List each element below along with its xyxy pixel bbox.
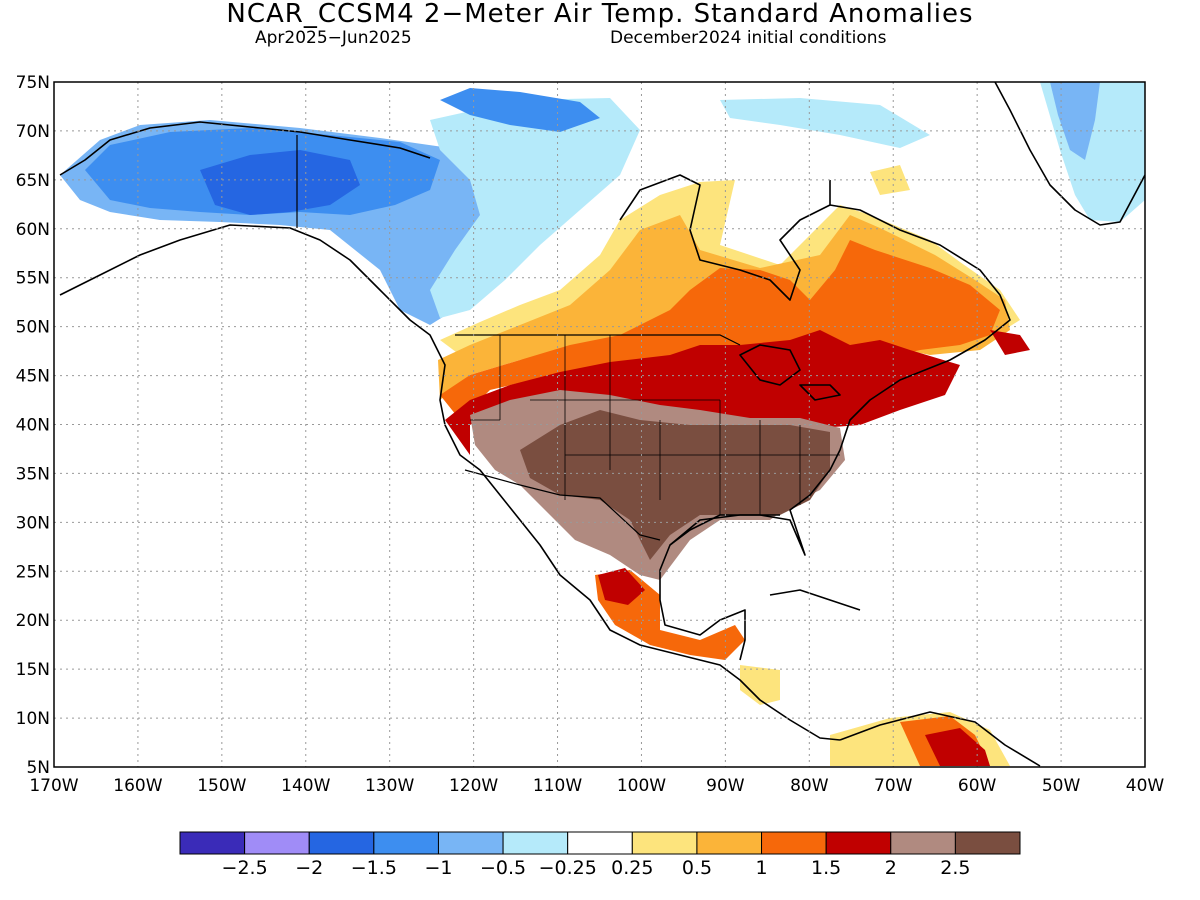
cold-region-arctic [440, 88, 600, 132]
greenland-coast [994, 82, 1145, 226]
lat-tick-label: 45N [16, 367, 50, 387]
colorbar-label: 1 [755, 857, 767, 879]
warm-region-dark-orange [440, 240, 1000, 420]
warm-region-red-2 [990, 330, 1030, 355]
lon-tick-label: 140W [281, 776, 330, 796]
south-america-red [925, 728, 990, 766]
lon-tick-label: 110W [533, 776, 582, 796]
anomaly-region-dark-brown [520, 410, 830, 560]
lon-tick-label: 50W [1042, 776, 1081, 796]
colorbar-swatch [890, 831, 956, 855]
colorbar-swatch [567, 831, 633, 855]
lon-tick-label: 60W [958, 776, 997, 796]
lon-tick-label: 90W [706, 776, 745, 796]
colorbar-swatch [179, 831, 246, 855]
colorbar-swatch [308, 831, 375, 855]
east-coast [659, 204, 1011, 661]
lat-tick-label: 35N [16, 464, 50, 484]
hudson-bay [619, 174, 831, 301]
lat-tick-label: 65N [16, 171, 50, 191]
warm-region-red [445, 330, 960, 455]
colorbar-swatch [696, 831, 763, 855]
us-canada-border [455, 334, 741, 346]
longitude-labels: 170W 160W 150W 140W 130W 120W 110W 100W 90W 80W 70… [29, 776, 1164, 796]
north-america-west-coast [59, 224, 841, 741]
lat-tick-label: 30N [16, 513, 50, 533]
cold-region-pale-2 [720, 98, 930, 148]
lat-tick-label: 75N [16, 73, 50, 93]
lat-tick-label: 50N [16, 318, 50, 338]
lat-tick-label: 25N [16, 562, 50, 582]
colorbar-label: 0.25 [611, 857, 653, 879]
colorbar-label: 2.5 [940, 857, 970, 879]
colorbar-label: −2.5 [222, 857, 268, 879]
colorbar-label: −1 [424, 857, 452, 879]
us-mexico-border [464, 469, 661, 541]
lon-tick-label: 130W [365, 776, 414, 796]
greenland-cold [1050, 82, 1100, 160]
colorbar-swatch [502, 831, 569, 855]
coastlines [59, 82, 1145, 767]
colorbar-label: −0.25 [539, 857, 597, 879]
south-america-coast [839, 711, 1041, 767]
initial-conditions: December2024 initial conditions [610, 28, 887, 48]
cuba [769, 589, 861, 611]
colorbar-label: 0.5 [682, 857, 712, 879]
political-borders [296, 135, 840, 541]
colorbar-legend: −2.5 −2 −1.5 −1 −0.5 −0.25 0.25 0.5 1 1.5 2 2.5 [179, 831, 1021, 879]
colorbar-swatch [244, 831, 310, 855]
lon-tick-label: 40W [1126, 776, 1165, 796]
lon-tick-label: 70W [874, 776, 913, 796]
lat-tick-label: 55N [16, 269, 50, 289]
cold-region-pale [430, 98, 640, 318]
colorbar-label: 2 [885, 857, 897, 879]
map-frame [53, 81, 1146, 768]
lat-tick-label: 15N [16, 660, 50, 680]
map-title: NCAR_CCSM4 2−Meter Air Temp. Standard An… [226, 0, 974, 29]
colorbar-swatch [761, 831, 827, 855]
mexico-red [598, 568, 645, 605]
lon-tick-label: 100W [617, 776, 666, 796]
colorbar-swatch [437, 831, 504, 855]
lon-tick-label: 150W [197, 776, 246, 796]
cold-region-dark [200, 150, 360, 215]
lat-tick-label: 20N [16, 611, 50, 631]
colorbar-label: −1.5 [351, 857, 397, 879]
colorbar-label: −0.5 [480, 857, 526, 879]
lat-tick-label: 10N [16, 709, 50, 729]
anomaly-shading [60, 82, 1145, 766]
lat-lon-grid [54, 82, 1145, 767]
forecast-period: Apr2025−Jun2025 [255, 28, 412, 48]
colorbar-label: 1.5 [811, 857, 841, 879]
lon-tick-label: 170W [29, 776, 78, 796]
colorbar-swatch [631, 831, 698, 855]
lon-tick-label: 160W [113, 776, 162, 796]
lat-tick-label: 70N [16, 122, 50, 142]
lat-tick-label: 40N [16, 416, 50, 436]
lon-tick-label: 80W [790, 776, 829, 796]
alaska-north-coast [59, 121, 431, 176]
lat-tick-label: 60N [16, 220, 50, 240]
latitude-labels: 75N 70N 65N 60N 55N 50N 45N 40N 35N 30N 25N 20N 15N 1… [16, 73, 50, 778]
central-america-yellow [740, 665, 780, 705]
lat-tick-label: 5N [26, 758, 50, 778]
state-lines [470, 335, 840, 515]
lon-tick-label: 120W [449, 776, 498, 796]
colorbar-label: −2 [295, 857, 323, 879]
colorbar-swatch [954, 831, 1021, 855]
great-lakes [739, 344, 841, 401]
colorbar-swatch [825, 831, 892, 855]
colorbar-swatch [373, 831, 439, 855]
